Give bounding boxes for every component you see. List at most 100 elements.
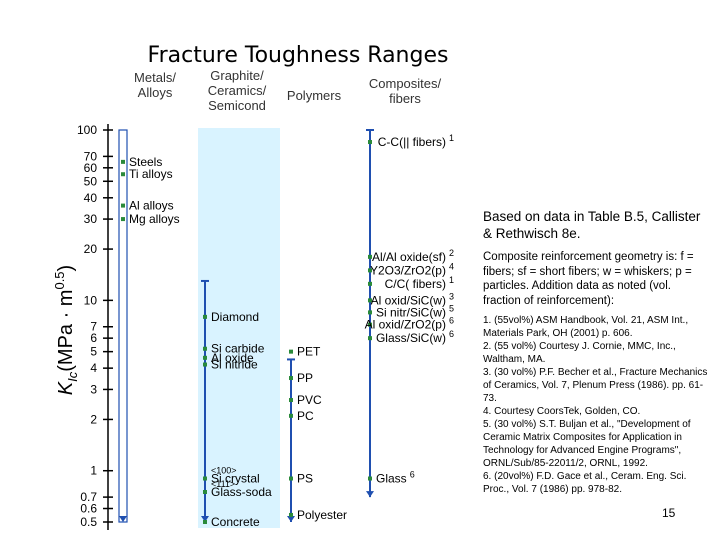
- data-label: Al oxide: [211, 351, 254, 365]
- data-label: Al oxid/SiC(w) 3: [371, 291, 454, 307]
- notes-panel: Based on data in Table B.5, Callister & …: [477, 208, 709, 496]
- data-marker: [368, 476, 372, 481]
- data-marker: [121, 217, 125, 222]
- y-tick-label: 50: [84, 174, 98, 188]
- category-header: Graphite/: [210, 68, 264, 83]
- data-marker: [289, 376, 293, 381]
- y-tick-label: 40: [84, 191, 98, 205]
- data-marker: [368, 254, 372, 259]
- range-bar: [118, 129, 128, 523]
- data-marker: [203, 476, 207, 481]
- data-label: Si crystal: [211, 472, 260, 486]
- data-marker: [368, 322, 372, 327]
- y-tick-label: 0.5: [80, 515, 97, 529]
- chart-title: Fracture Toughness Ranges: [148, 43, 449, 68]
- reference-item: 2. (55 vol%) Courtesy J. Cornie, MMC, In…: [483, 341, 676, 365]
- y-tick-label: 10: [84, 293, 98, 307]
- y-tick-label: 30: [84, 212, 98, 226]
- data-marker: [368, 281, 372, 286]
- data-marker: [121, 159, 125, 164]
- reinforcement-definitions: Composite reinforcement geometry is: f =…: [483, 251, 694, 307]
- data-label: Glass/SiC(w) 6: [376, 329, 454, 345]
- data-label: Si carbide: [211, 342, 265, 356]
- data-source-note: Based on data in Table B.5, Callister & …: [483, 209, 701, 241]
- y-tick-label: 4: [90, 361, 97, 375]
- data-label: Al/Al oxide(sf) 2: [372, 248, 454, 264]
- data-label: Y2O3/ZrO2(p) 4: [370, 261, 454, 277]
- data-label: PP: [297, 371, 313, 385]
- data-marker: [203, 520, 207, 524]
- y-tick-label: 100: [77, 123, 97, 137]
- y-axis-label: KIc(MPa · m0.5): [52, 265, 80, 395]
- reference-item: 5. (30 vol%) S.T. Buljan et al., "Develo…: [483, 419, 691, 469]
- data-label: PVC: [297, 393, 322, 407]
- reference-list: 1. (55vol%) ASM Handbook, Vol. 21, ASM I…: [477, 314, 709, 496]
- reference-item: 3. (30 vol%) P.F. Becher et al., Fractur…: [483, 367, 708, 404]
- data-marker: [203, 346, 207, 351]
- category-header: Semicond: [208, 98, 266, 113]
- y-tick-label: 2: [90, 412, 97, 426]
- data-marker: [368, 336, 372, 341]
- data-label: Mg alloys: [129, 212, 180, 226]
- data-marker: [289, 512, 293, 517]
- data-marker: [289, 413, 293, 418]
- reference-item: 6. (20vol%) F.D. Gace et al., Ceram. Eng…: [483, 471, 687, 495]
- data-label: C-C(|| fibers) 1: [378, 133, 454, 149]
- category-header: Alloys: [138, 85, 173, 100]
- data-label: Si nitr/SiC(w) 5: [376, 303, 454, 319]
- data-marker: [203, 490, 207, 495]
- data-label: Glass-soda: [211, 485, 272, 499]
- data-marker: [203, 362, 207, 367]
- y-tick-label: 20: [84, 242, 98, 256]
- y-tick-label: 0.7: [80, 490, 97, 504]
- data-marker: [368, 140, 372, 145]
- data-label: PS: [297, 472, 313, 486]
- data-label: Al oxid/ZrO2(p) 6: [365, 316, 454, 332]
- data-label: Si nitride: [211, 358, 258, 372]
- range-arrow: [366, 491, 374, 498]
- range-arrow: [119, 516, 127, 522]
- category-header: Ceramics/: [208, 83, 267, 98]
- data-marker: [203, 355, 207, 360]
- category-header: Polymers: [287, 88, 342, 103]
- data-label: Glass 6: [376, 470, 415, 486]
- data-marker: [368, 268, 372, 273]
- data-marker: [203, 314, 207, 319]
- data-marker: [289, 349, 293, 354]
- range-arrow: [201, 516, 209, 522]
- data-label: Al alloys: [129, 199, 174, 213]
- category-header: fibers: [389, 91, 421, 106]
- data-marker: [121, 203, 125, 208]
- data-marker: [289, 476, 293, 481]
- data-label: C/C( fibers) 1: [385, 275, 454, 291]
- page-number: 15: [662, 506, 676, 520]
- data-label: Polyester: [297, 508, 347, 522]
- data-label: <111>: [211, 479, 235, 489]
- data-label: <100>: [211, 466, 237, 476]
- data-label: Concrete: [211, 515, 260, 529]
- y-tick-label: 60: [84, 161, 98, 175]
- data-label: PET: [297, 345, 321, 359]
- y-tick-label: 3: [90, 382, 97, 396]
- category-header: Composites/: [369, 76, 442, 91]
- data-label: Ti alloys: [129, 167, 173, 181]
- y-tick-label: 5: [90, 345, 97, 359]
- data-marker: [368, 298, 372, 303]
- data-label: Steels: [129, 155, 162, 169]
- data-marker: [121, 172, 125, 177]
- range-arrow: [287, 516, 295, 522]
- category-background: [198, 128, 280, 528]
- y-tick-label: 1: [90, 464, 97, 478]
- y-tick-label: 0.6: [80, 502, 97, 516]
- y-tick-label: 70: [84, 149, 98, 163]
- data-marker: [368, 310, 372, 315]
- y-tick-label: 6: [90, 331, 97, 345]
- y-tick-label: 7: [90, 320, 97, 334]
- data-marker: [289, 398, 293, 403]
- category-header: Metals/: [134, 70, 176, 85]
- reference-item: 1. (55vol%) ASM Handbook, Vol. 21, ASM I…: [483, 315, 689, 339]
- reference-item: 4. Courtesy CoorsTek, Golden, CO.: [483, 406, 641, 417]
- data-label: Diamond: [211, 310, 259, 324]
- data-label: PC: [297, 409, 314, 423]
